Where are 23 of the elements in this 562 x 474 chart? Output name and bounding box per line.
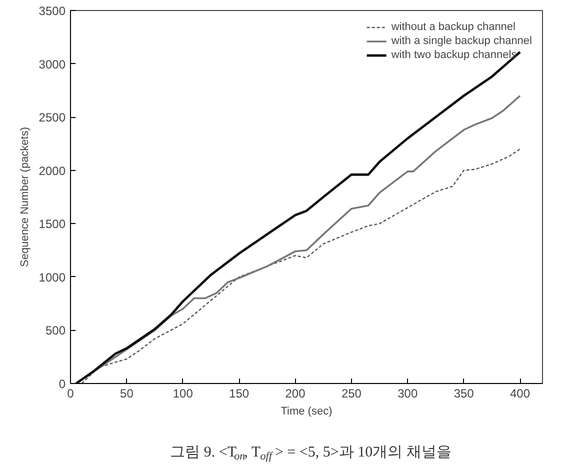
x-tick-label: 100 bbox=[172, 386, 194, 400]
x-tick-label: 150 bbox=[229, 386, 250, 400]
line-series bbox=[81, 148, 521, 384]
x-tick-label: 50 bbox=[120, 386, 134, 400]
x-tick-label: 200 bbox=[285, 386, 306, 400]
x-tick-label: 300 bbox=[398, 386, 418, 400]
x-tick-label: 250 bbox=[341, 386, 362, 400]
x-axis-title: Time (sec) bbox=[280, 406, 332, 418]
y-tick-label: 1000 bbox=[38, 270, 66, 284]
x-tick-label: 0 bbox=[67, 386, 74, 400]
y-tick-label: 500 bbox=[45, 324, 66, 338]
legend-label: with two backup channels bbox=[391, 48, 517, 62]
y-tick-label: 3500 bbox=[38, 4, 66, 18]
x-tick-label: 350 bbox=[454, 386, 474, 400]
y-tick-label: 2500 bbox=[38, 110, 66, 125]
y-tick-label: 2000 bbox=[38, 164, 66, 178]
legend-label: without a backup channel bbox=[391, 20, 516, 34]
y-tick-label: 0 bbox=[58, 377, 66, 391]
y-tick-label: 3000 bbox=[38, 57, 66, 72]
x-tick-label: 400 bbox=[510, 386, 530, 400]
y-tick-label: 1500 bbox=[38, 217, 66, 232]
y-axis-title: Sequence Number (packets) bbox=[18, 126, 31, 268]
legend-label: with a single backup channel bbox=[391, 34, 532, 48]
